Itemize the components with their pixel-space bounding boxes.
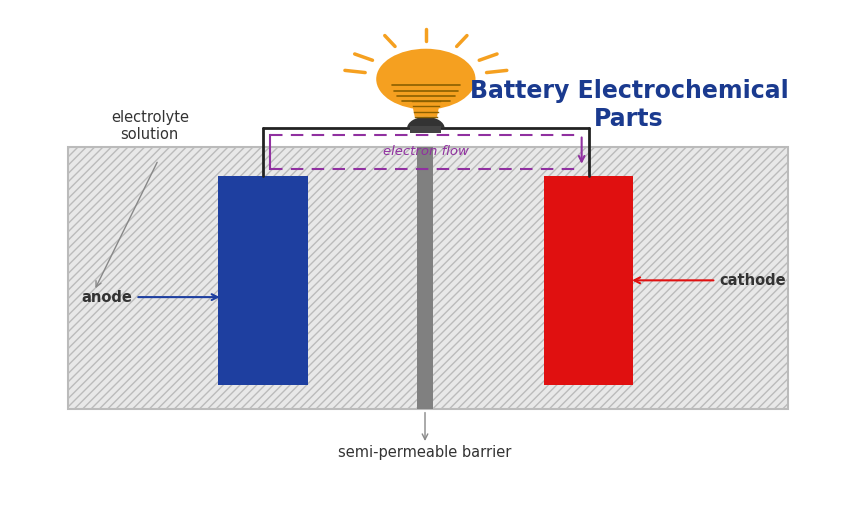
Bar — [218, 176, 308, 385]
Wedge shape — [407, 117, 444, 128]
Bar — [544, 176, 633, 385]
Text: semi-permeable barrier: semi-permeable barrier — [338, 445, 512, 461]
Text: cathode: cathode — [634, 273, 786, 288]
Bar — [68, 147, 788, 409]
Circle shape — [376, 49, 476, 110]
Bar — [411, 126, 442, 133]
Text: electron flow: electron flow — [383, 146, 469, 158]
Text: electrolyte
solution: electrolyte solution — [110, 110, 189, 142]
Polygon shape — [412, 104, 440, 117]
Bar — [418, 147, 432, 409]
Text: anode: anode — [82, 290, 217, 304]
Text: Battery Electrochemical
Parts: Battery Electrochemical Parts — [470, 79, 788, 130]
